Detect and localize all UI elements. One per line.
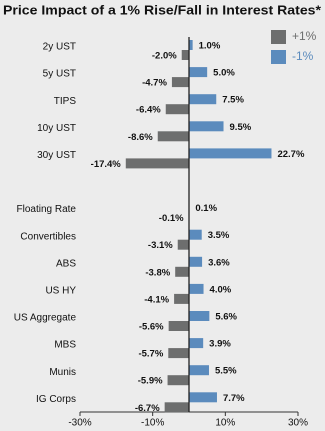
- legend-swatch: [271, 50, 286, 64]
- value-label: -6.4%: [136, 105, 161, 116]
- value-label: 22.7%: [277, 149, 304, 160]
- bar: [189, 283, 204, 294]
- value-label: -3.1%: [148, 240, 173, 251]
- value-label: -4.1%: [144, 294, 169, 305]
- bar: [181, 50, 189, 60]
- bar: [125, 158, 189, 169]
- x-tick-label: 10%: [215, 418, 235, 429]
- bar: [189, 229, 202, 240]
- bar: [171, 77, 189, 88]
- category-label: 30y UST: [37, 150, 76, 161]
- value-label: 7.7%: [223, 393, 245, 404]
- chart-title: Price Impact of a 1% Rise/Fall in Intere…: [3, 3, 321, 17]
- legend-label: -1%: [292, 49, 314, 63]
- value-label: -5.7%: [138, 349, 163, 360]
- value-label: 3.9%: [209, 339, 231, 350]
- category-label: US Aggregate: [14, 313, 77, 324]
- bar: [189, 67, 208, 78]
- legend-swatch: [271, 30, 286, 44]
- x-tick-label: -30%: [68, 418, 91, 429]
- category-label: 2y UST: [43, 42, 76, 53]
- bar: [189, 392, 217, 403]
- value-label: 3.6%: [208, 257, 230, 268]
- bar: [189, 40, 193, 50]
- value-label: -0.1%: [159, 213, 184, 224]
- value-label: 7.5%: [222, 95, 244, 106]
- bar: [189, 94, 217, 105]
- x-tick-label: 30%: [288, 418, 308, 429]
- bar: [165, 104, 189, 115]
- value-label: -5.6%: [139, 322, 164, 333]
- value-label: 3.5%: [208, 230, 230, 241]
- bar: [189, 121, 224, 132]
- value-label: 1.0%: [199, 41, 221, 52]
- bar: [189, 256, 203, 267]
- category-label: IG Corps: [36, 394, 76, 405]
- value-label: -17.4%: [91, 159, 122, 170]
- bar: [189, 365, 209, 376]
- value-label: 5.6%: [215, 312, 237, 323]
- bar: [168, 348, 189, 359]
- x-tick-label: -10%: [141, 418, 164, 429]
- bar: [167, 375, 189, 386]
- bar: [168, 321, 189, 331]
- bar: [164, 402, 189, 413]
- bar: [189, 148, 272, 159]
- category-label: ABS: [56, 258, 76, 269]
- value-label: -6.7%: [135, 403, 160, 414]
- value-label: -3.8%: [145, 267, 170, 278]
- bar: [189, 338, 204, 349]
- category-label: 5y UST: [43, 69, 76, 80]
- category-label: TIPS: [54, 96, 77, 107]
- value-label: 4.0%: [210, 284, 232, 295]
- bar: [177, 239, 189, 250]
- category-label: US HY: [45, 286, 76, 297]
- category-label: MBS: [54, 340, 76, 351]
- value-label: 5.0%: [213, 68, 235, 79]
- value-label: -2.0%: [152, 51, 177, 62]
- bar: [174, 293, 189, 304]
- bar: [157, 131, 189, 142]
- value-label: -5.9%: [138, 376, 163, 387]
- value-label: 9.5%: [230, 122, 252, 133]
- value-label: 5.5%: [215, 366, 237, 377]
- bar: [175, 266, 189, 277]
- category-label: Munis: [49, 367, 76, 378]
- legend-label: +1%: [292, 29, 317, 43]
- category-label: Convertibles: [20, 231, 76, 242]
- bar: [189, 311, 210, 321]
- value-label: 0.1%: [195, 203, 217, 214]
- category-label: Floating Rate: [17, 204, 77, 215]
- value-label: -4.7%: [142, 78, 167, 89]
- value-label: -8.6%: [128, 132, 153, 143]
- category-label: 10y UST: [37, 123, 76, 134]
